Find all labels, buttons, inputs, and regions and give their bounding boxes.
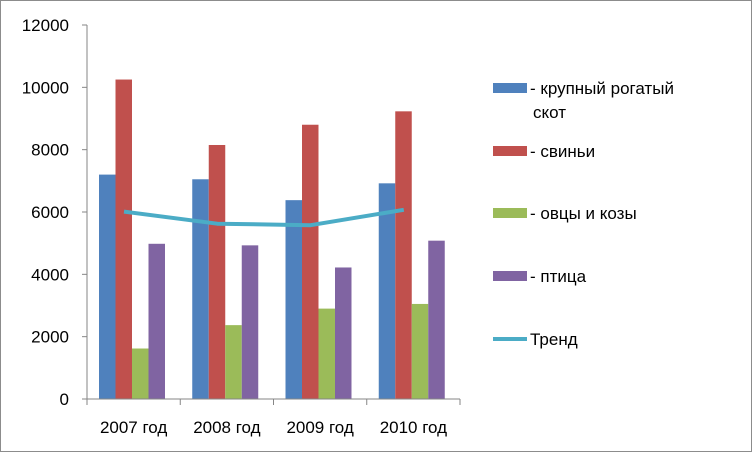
legend-label: - крупный рогатый скот: [530, 79, 674, 122]
bar-series-3-cat-1: [132, 348, 149, 399]
bars: [99, 79, 445, 400]
bar-series-4-cat-3: [335, 267, 352, 399]
legend-item-1: - крупный рогатый скот: [493, 79, 674, 122]
legend-swatch: [493, 83, 527, 93]
bar-series-2-cat-3: [302, 124, 319, 399]
y-tick-label: 2000: [31, 328, 69, 347]
y-tick-label: 6000: [31, 203, 69, 222]
legend-swatch: [493, 271, 527, 281]
y-tick-label: 10000: [22, 78, 69, 97]
bar-series-4-cat-1: [148, 243, 165, 399]
x-tick-label: 2010 год: [380, 418, 447, 437]
y-tick-label: 0: [60, 390, 69, 409]
x-tick-label: 2008 год: [193, 418, 260, 437]
legend-item-4: - птица: [493, 267, 587, 286]
legend-label-line: - крупный рогатый: [530, 79, 674, 98]
legend-label: - свиньи: [530, 142, 595, 161]
x-axis: 2007 год 2008 год 2009 год 2010 год: [86, 398, 461, 437]
y-tick-label: 8000: [31, 141, 69, 160]
bar-series-3-cat-2: [225, 325, 242, 399]
bar-series-2-cat-4: [395, 111, 412, 399]
bar-series-1-cat-3: [285, 200, 302, 399]
x-tick-label: 2009 год: [286, 418, 353, 437]
bar-series-3-cat-4: [411, 303, 429, 399]
bar-series-4-cat-2: [241, 245, 259, 399]
legend-item-5: Тренд: [493, 330, 578, 349]
legend-label-line: скот: [533, 103, 566, 122]
bar-series-1-cat-2: [192, 179, 209, 399]
bar-series-1-cat-4: [378, 183, 396, 399]
legend-label: Тренд: [530, 330, 578, 349]
trend-line: [123, 207, 405, 228]
bar-series-4-cat-4: [428, 240, 445, 399]
legend-swatch: [493, 208, 527, 218]
trend: [123, 207, 405, 228]
legend-item-2: - свиньи: [493, 142, 595, 161]
x-tick-label: 2007 год: [100, 418, 167, 437]
y-tick-label: 4000: [31, 265, 69, 284]
bar-series-1-cat-1: [99, 174, 116, 399]
y-tick-label: 12000: [22, 16, 69, 35]
legend: - крупный рогатый скот - свиньи - овцы и ко…: [493, 79, 674, 349]
bar-series-2-cat-1: [115, 79, 132, 400]
legend-swatch: [493, 146, 527, 156]
legend-item-3: - овцы и козы: [493, 204, 637, 223]
bar-series-3-cat-3: [318, 308, 335, 399]
legend-label: - птица: [530, 267, 587, 286]
bar-series-2-cat-2: [208, 144, 226, 399]
legend-label: - овцы и козы: [530, 204, 637, 223]
y-axis: 0 2000 4000 6000 8000 10000 12000: [22, 16, 88, 409]
